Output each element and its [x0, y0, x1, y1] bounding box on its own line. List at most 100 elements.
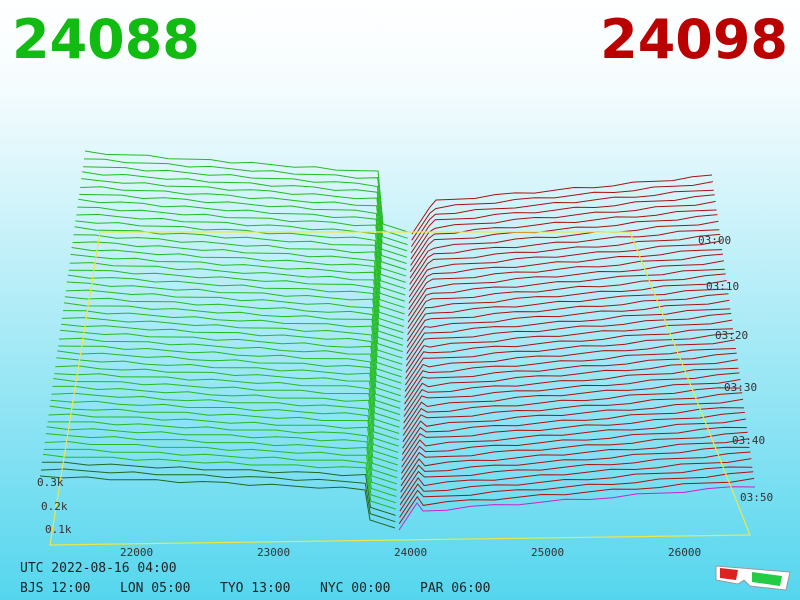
- ask-depth-line: [406, 288, 728, 342]
- price-label: 25000: [531, 546, 564, 559]
- bid-depth-line: [45, 433, 397, 491]
- ask-depth-line: [409, 220, 719, 279]
- volume-label: 0.1k: [45, 523, 72, 536]
- ask-depth-line: [404, 332, 735, 386]
- bid-depth-line: [60, 329, 401, 397]
- ask-depth-line: [402, 387, 742, 436]
- bid-depth-line: [71, 247, 405, 321]
- ask-depth-line: [404, 352, 737, 405]
- volume-axis: 0.3k 0.2k 0.1k: [37, 476, 72, 536]
- ask-depth-line: [405, 328, 734, 380]
- bid-depth-line: [66, 281, 403, 353]
- ask-depth-line: [409, 214, 718, 273]
- price-label: 26000: [668, 546, 701, 559]
- bid-depth-line: [78, 198, 407, 277]
- ask-depth-line: [411, 181, 713, 241]
- bid-depth-line: [63, 302, 403, 372]
- clock: LON 05:00: [120, 581, 190, 596]
- price-label: 22000: [120, 546, 153, 559]
- bid-depth-line: [74, 226, 406, 302]
- bid-depth-line: [42, 453, 396, 510]
- bid-depth-line: [50, 399, 399, 460]
- ask-depth-line: [400, 438, 749, 487]
- ask-depth-line: [411, 174, 713, 235]
- ask-depth-line: [403, 359, 738, 411]
- ask-depth-line: [399, 451, 751, 499]
- clock: BJS 12:00: [20, 581, 90, 596]
- utc-time: UTC 2022-08-16 04:00: [20, 561, 177, 576]
- ask-depth-line: [398, 477, 755, 524]
- 3d-glasses-icon[interactable]: [715, 565, 791, 591]
- bid-depth-line: [83, 158, 408, 239]
- bid-depth-line: [62, 310, 402, 378]
- ask-depth-line: [400, 431, 748, 480]
- bid-depth-line: [72, 241, 405, 315]
- bid-depth-line: [65, 289, 403, 359]
- ask-depth-line: [407, 280, 727, 336]
- ask-depth-line: [401, 411, 745, 462]
- clock: PAR 06:00: [420, 581, 490, 596]
- bid-depth-line: [67, 274, 404, 346]
- bid-depth-line: [68, 269, 404, 340]
- bid-depth-line: [61, 323, 402, 390]
- price-label: 23000: [257, 546, 290, 559]
- ask-depth-line: [399, 466, 753, 512]
- bid-depth-line: [47, 421, 398, 479]
- ask-depth-line: [408, 240, 722, 298]
- bid-depth-line: [82, 171, 408, 252]
- bid-depth-line: [49, 405, 398, 466]
- bid-depth-line: [81, 178, 408, 258]
- ask-depth-line: [401, 426, 747, 474]
- ask-depth-line: [400, 446, 750, 493]
- bid-depth-line: [58, 345, 401, 409]
- ask-depth-line: [403, 379, 741, 430]
- bid-depth-line: [44, 440, 397, 497]
- bid-depth-line: [46, 426, 398, 485]
- bid-depth-line: [59, 337, 401, 403]
- ask-depth-line: [407, 260, 724, 317]
- bid-depth-line: [53, 378, 400, 441]
- ask-depth-line: [399, 471, 754, 518]
- bid-depth-line: [75, 220, 406, 296]
- ask-depth-line: [408, 249, 723, 304]
- ask-depth-line: [409, 229, 720, 285]
- ask-depth-line: [402, 392, 743, 443]
- ask-price: 24098: [600, 8, 788, 71]
- bid-depth-line: [70, 253, 405, 327]
- bid-depth-line: [73, 234, 405, 309]
- ask-depth-line: [409, 233, 721, 291]
- clock: NYC 00:00: [320, 581, 390, 596]
- ask-depth-line: [410, 194, 715, 254]
- ask-depth-line: [405, 319, 733, 373]
- time-label: 03:30: [724, 381, 757, 394]
- bid-depth-line: [79, 193, 407, 271]
- bid-depth-line: [41, 461, 396, 516]
- ask-depth-line: [401, 418, 746, 468]
- bid-depth-line: [83, 166, 408, 246]
- bid-depth-line: [80, 186, 407, 264]
- price-axis: 22000 23000 24000 25000 26000: [120, 546, 701, 559]
- ask-depth-line: [406, 308, 731, 361]
- bid-depth-line: [40, 468, 396, 523]
- bid-depth-line: [43, 448, 397, 504]
- ask-depth-line: [405, 313, 732, 367]
- bid-depth-line: [69, 262, 404, 334]
- ask-depth-line: [407, 268, 725, 323]
- time-label: 03:40: [732, 434, 765, 447]
- bid-depth-line: [52, 385, 399, 447]
- ask-depth-line: [406, 299, 730, 354]
- bid-depth-line: [77, 206, 406, 283]
- bid-price: 24088: [12, 8, 200, 71]
- time-label: 03:50: [740, 491, 773, 504]
- time-label: 03:20: [715, 329, 748, 342]
- bid-depth-line: [51, 392, 399, 453]
- time-axis: 03:00 03:10 03:20 03:30 03:40 03:50: [698, 234, 773, 504]
- ask-depth-line: [411, 189, 714, 247]
- price-label: 24000: [394, 546, 427, 559]
- volume-label: 0.3k: [37, 476, 64, 489]
- time-label: 03:00: [698, 234, 731, 247]
- floor: [49, 231, 751, 546]
- ask-depth-line: [406, 293, 729, 348]
- ask-depth-line: [404, 339, 735, 392]
